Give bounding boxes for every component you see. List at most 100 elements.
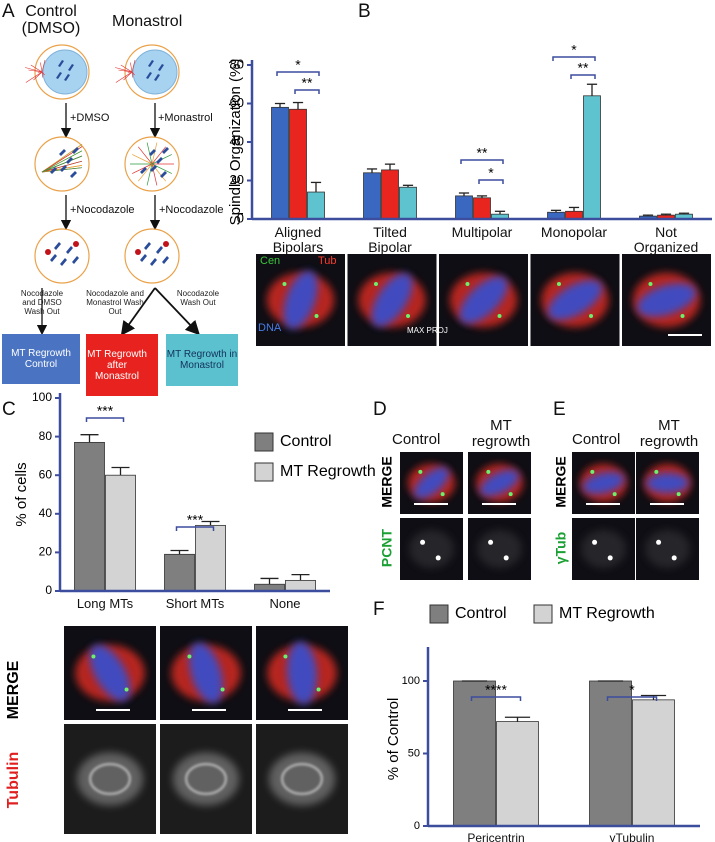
microtubule <box>115 71 133 83</box>
micrograph <box>256 254 345 346</box>
bar <box>164 553 195 592</box>
microtubule <box>41 71 45 76</box>
y-tick-label: 0 <box>414 820 420 832</box>
y-axis-label: Spindle Organization (%) <box>227 59 244 226</box>
centrosome <box>316 687 321 692</box>
chromosome <box>156 246 163 254</box>
channel-label: Tub <box>318 255 337 267</box>
cell <box>34 136 90 192</box>
micrograph-content <box>477 530 522 568</box>
step-label: +Nocodazole <box>70 204 135 216</box>
chromosome <box>158 64 164 71</box>
micrograph-content <box>267 641 337 705</box>
chromosome <box>64 74 70 81</box>
dna <box>286 641 318 705</box>
channel-label: DNA <box>258 322 282 334</box>
column-label: Control <box>392 431 441 448</box>
error-bar <box>660 213 672 216</box>
dot <box>503 555 509 561</box>
dot <box>435 555 441 561</box>
dna <box>89 644 131 702</box>
microtubule <box>146 163 153 186</box>
row-label: MERGE <box>379 456 395 507</box>
legend-label: MT Regrowth <box>280 463 376 480</box>
column-title: Control (DMSO) <box>21 3 81 37</box>
dna <box>637 283 696 317</box>
chromosome <box>162 256 169 264</box>
significance-bracket <box>175 526 215 531</box>
micrograph-content <box>409 530 454 568</box>
error-bar <box>504 716 531 722</box>
significance-label: **** <box>485 682 507 698</box>
chromosome <box>72 147 79 154</box>
chromosome <box>70 171 77 178</box>
panel-label: C <box>2 399 16 420</box>
dot <box>656 539 662 545</box>
significance-bracket <box>552 56 596 61</box>
micrograph-content <box>266 270 335 330</box>
step-label: +DMSO <box>70 112 110 124</box>
signal <box>477 530 522 568</box>
condition-box: MT Regrowth in Monastrol <box>166 334 238 386</box>
y-axis-label: % of Control <box>385 698 402 781</box>
micrograph <box>622 254 711 346</box>
micrograph-content <box>580 464 627 502</box>
significance-bracket <box>276 71 320 76</box>
centrosome <box>440 492 445 497</box>
chromosome <box>140 254 147 262</box>
microtubule <box>151 142 158 165</box>
chromosome <box>50 167 57 174</box>
panel-label: A <box>2 1 15 22</box>
signal <box>185 763 227 795</box>
x-tick-label: Short MTs <box>165 596 225 611</box>
washout-label: Nocodazole Wash Out <box>176 289 220 307</box>
legend-label: Control <box>455 605 507 622</box>
microtubule <box>25 67 43 73</box>
signal <box>645 530 690 568</box>
bar <box>289 108 307 220</box>
significance-label: ** <box>578 60 589 76</box>
microtubule <box>25 71 43 83</box>
microtubule <box>33 71 43 81</box>
column-label: MT regrowth <box>471 417 531 450</box>
y-tick-label: 60 <box>39 467 53 481</box>
row-label: MERGE <box>5 660 22 719</box>
step-label: +Nocodazole <box>159 204 224 216</box>
bar <box>453 680 496 827</box>
nucleus <box>132 49 178 95</box>
micrograph <box>468 452 531 514</box>
bar <box>589 680 632 827</box>
error-bar <box>642 214 654 217</box>
micrograph-content <box>644 464 691 502</box>
bar <box>363 172 381 220</box>
significance-label: * <box>629 682 635 698</box>
error-bar <box>476 195 488 198</box>
microtubule <box>120 64 133 73</box>
significance-bracket <box>478 179 504 184</box>
y-tick-label: 60 <box>230 95 244 110</box>
centrosome <box>187 654 192 659</box>
x-tick-label: None <box>269 596 301 611</box>
error-bar <box>80 434 99 443</box>
centrosome <box>418 469 423 474</box>
microtubule <box>40 62 43 73</box>
error-bar <box>568 206 580 212</box>
significance-bracket <box>460 159 504 164</box>
centrosome <box>497 314 502 319</box>
error-bar <box>550 209 562 213</box>
row-label: Tubulin <box>5 752 22 809</box>
centrosome <box>486 469 491 474</box>
dna <box>547 280 603 320</box>
chromosome <box>156 157 163 164</box>
signal <box>581 530 626 568</box>
micrograph-content <box>581 530 626 568</box>
chromosome <box>146 72 152 79</box>
significance-bracket <box>606 696 658 701</box>
dot <box>420 539 426 545</box>
bar <box>307 191 325 220</box>
microtubule <box>146 142 153 165</box>
micrograph-content <box>76 752 144 806</box>
centrosome <box>589 314 594 319</box>
